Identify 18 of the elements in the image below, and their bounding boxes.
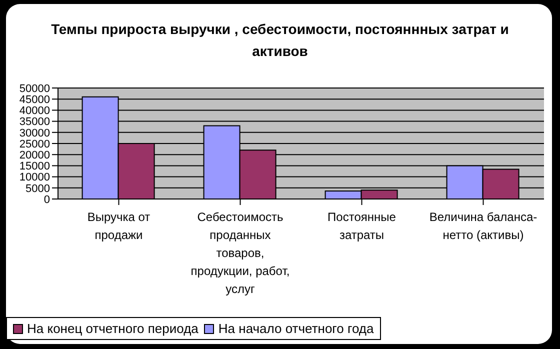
y-tick-label: 40000 [19, 105, 50, 118]
y-tick-label: 35000 [19, 116, 50, 128]
y-tick-label: 45000 [19, 94, 50, 106]
chart-title: Темпы прироста выручки , себестоимости, постояннных затрат и активов [50, 20, 510, 61]
x-tick-label: Величина баланса-нетто (активы) [429, 210, 538, 242]
y-tick-label: 15000 [19, 160, 50, 173]
y-tick-label: 10000 [19, 172, 50, 184]
x-tick-label: Выручка от продажи [87, 210, 151, 242]
y-tick-label: 20000 [19, 150, 50, 162]
legend-label: На начало отчетного года [217, 321, 374, 336]
x-tick-label: Себестоимость проданных товаров, продукции, работ, услуг [190, 210, 290, 296]
y-tick-label: 0 [44, 194, 50, 206]
y-tick-label: 30000 [19, 127, 50, 140]
y-tick-label: 5000 [26, 182, 50, 195]
x-tick-label: Постоянные затраты [328, 210, 396, 242]
legend-label: На конец отчетного периода [26, 321, 198, 336]
y-tick-label: 50000 [19, 82, 50, 95]
y-tick-label: 25000 [19, 138, 50, 150]
